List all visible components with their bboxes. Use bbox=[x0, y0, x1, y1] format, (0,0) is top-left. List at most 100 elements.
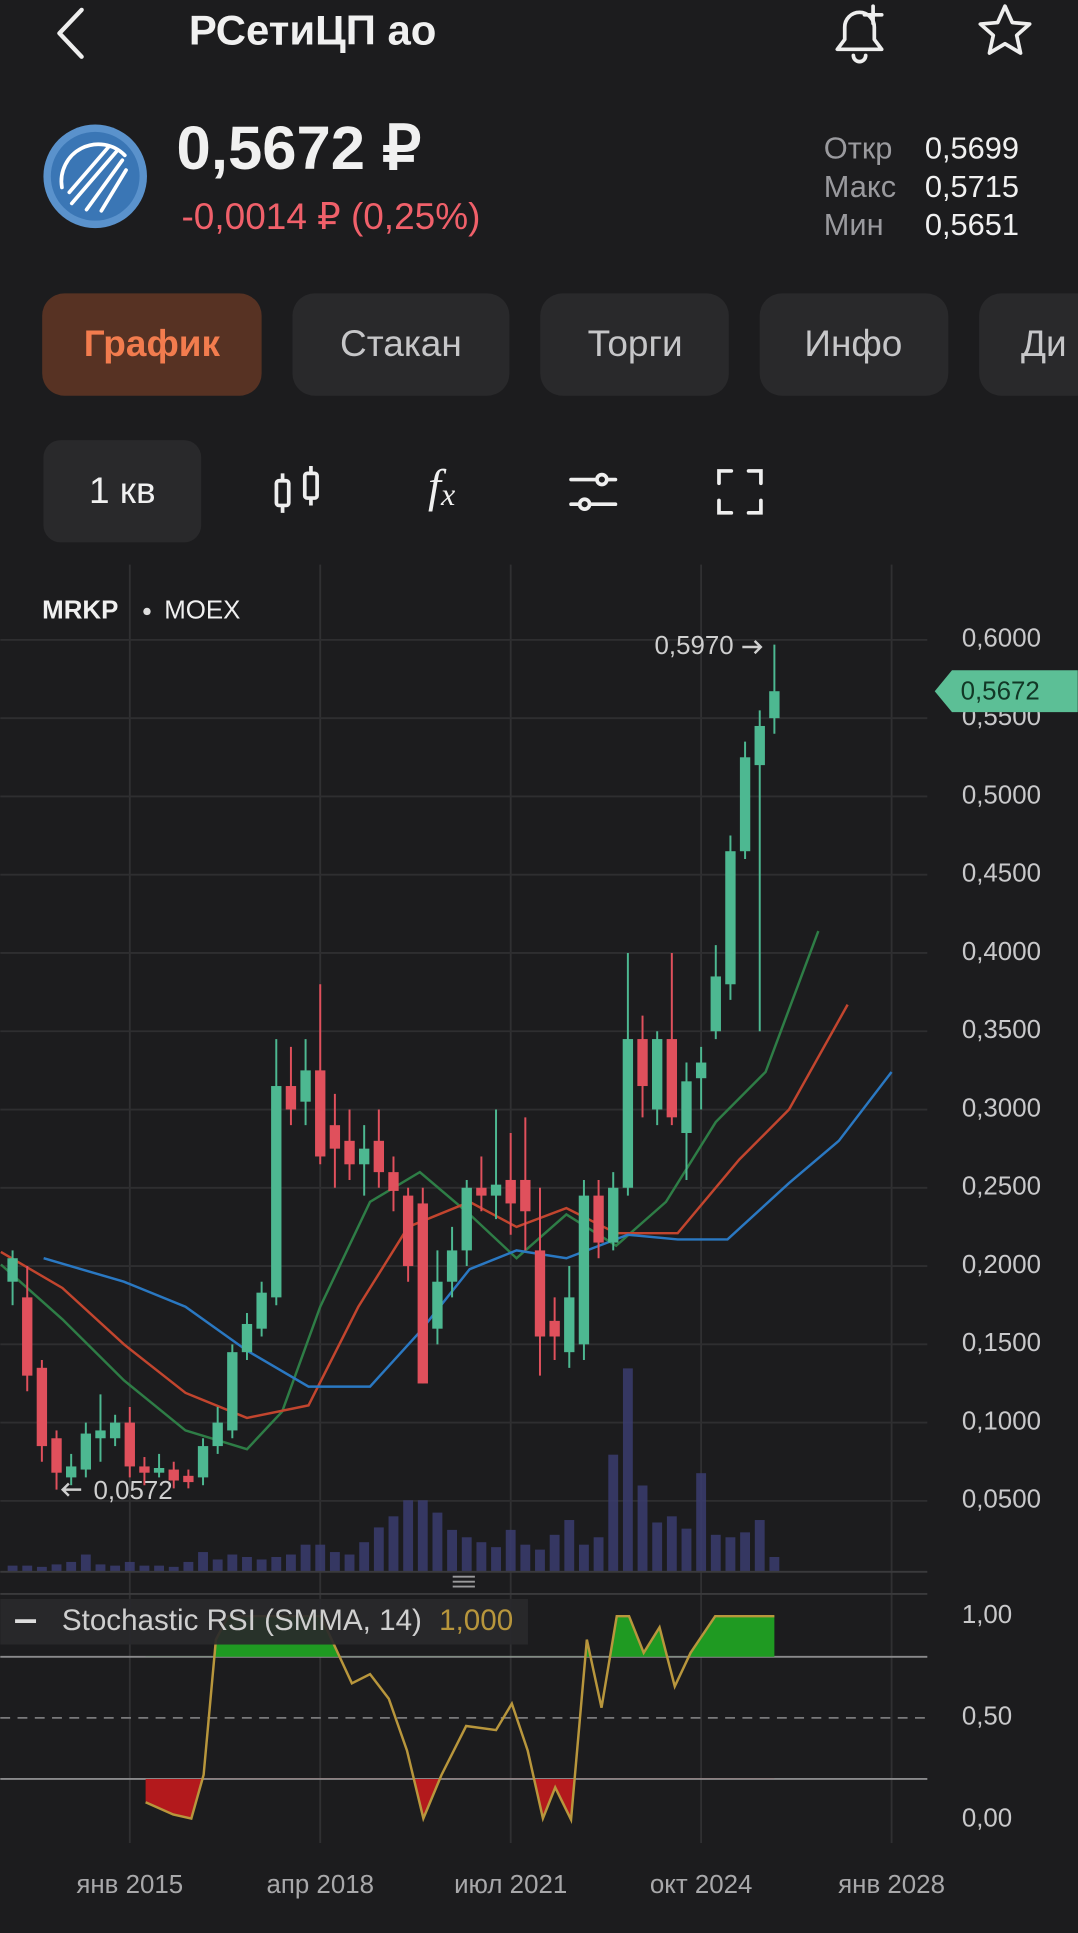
volume-bar bbox=[300, 1544, 311, 1572]
tab-label[interactable]: График bbox=[84, 323, 221, 364]
candle-body bbox=[197, 1446, 209, 1478]
candle-body bbox=[373, 1140, 385, 1173]
resize-handle[interactable] bbox=[452, 1575, 475, 1588]
volume-bar bbox=[505, 1529, 516, 1572]
candle-body bbox=[725, 851, 736, 985]
volume-bar bbox=[696, 1473, 707, 1572]
volume-bar bbox=[95, 1564, 106, 1572]
tab-active[interactable] bbox=[42, 293, 262, 396]
y-tick-label: 0,3000 bbox=[962, 1094, 1041, 1122]
candle-body bbox=[432, 1281, 443, 1329]
logo bbox=[43, 124, 147, 229]
candle-body bbox=[681, 1081, 692, 1133]
stat-label: Мин bbox=[824, 207, 884, 242]
candle-body bbox=[329, 1125, 341, 1149]
candle-body bbox=[710, 976, 721, 1032]
candle-body bbox=[593, 1195, 604, 1243]
volume-bar bbox=[637, 1485, 648, 1572]
favorite-button[interactable] bbox=[978, 4, 1032, 55]
volume-bar bbox=[593, 1537, 604, 1572]
volume-bar bbox=[373, 1527, 384, 1572]
x-tick-label: янв 2015 bbox=[76, 1871, 183, 1899]
volume-bar bbox=[417, 1500, 428, 1572]
volume-bar bbox=[652, 1522, 663, 1572]
candle-body bbox=[446, 1250, 458, 1282]
alert-button[interactable] bbox=[835, 4, 884, 64]
period-button[interactable] bbox=[43, 440, 202, 543]
volume-bar bbox=[725, 1537, 736, 1572]
volume-bar bbox=[7, 1565, 18, 1572]
indicator-header bbox=[0, 1598, 528, 1645]
stat-value: 0,5715 bbox=[925, 169, 1019, 204]
volume-bar bbox=[520, 1544, 531, 1572]
header-title: РСетиЦП ао bbox=[189, 6, 437, 53]
candles bbox=[7, 644, 780, 1490]
tab-label[interactable]: Инфо bbox=[804, 323, 902, 364]
candle-body bbox=[344, 1140, 355, 1165]
volume-bar bbox=[51, 1564, 62, 1572]
back-button[interactable] bbox=[57, 7, 84, 59]
stats: Откр 0,5699 Макс 0,5715 Мин 0,5651 bbox=[824, 131, 1019, 242]
volume-bar bbox=[447, 1529, 458, 1572]
candle-body bbox=[695, 1062, 707, 1079]
candle-body bbox=[505, 1179, 516, 1204]
volume-bar bbox=[461, 1537, 472, 1572]
stat-value: 0,5651 bbox=[925, 207, 1019, 242]
tab-label[interactable]: Стакан bbox=[340, 323, 462, 364]
y-tick-label: 0,2500 bbox=[962, 1173, 1041, 1201]
volume-bar bbox=[227, 1554, 238, 1572]
indicator-title: Stochastic RSI (SMMA, 14) bbox=[62, 1604, 422, 1637]
volume-bar bbox=[388, 1516, 399, 1572]
tab-label[interactable]: Ди bbox=[1021, 323, 1067, 364]
tab[interactable] bbox=[540, 293, 729, 396]
indicator-value: 1,000 bbox=[439, 1604, 513, 1637]
candle-body bbox=[534, 1250, 546, 1337]
volume-bar bbox=[535, 1549, 545, 1572]
moving-average-line bbox=[43, 1071, 893, 1388]
stat-value: 0,5699 bbox=[925, 131, 1019, 166]
volume-bar bbox=[740, 1532, 751, 1572]
candle-body bbox=[578, 1195, 590, 1345]
candle-body bbox=[637, 1039, 648, 1087]
candle-body bbox=[139, 1466, 150, 1473]
volume-bar bbox=[80, 1554, 91, 1572]
x-tick-label: июл 2021 bbox=[454, 1871, 567, 1899]
candle-body bbox=[168, 1469, 179, 1481]
tab[interactable] bbox=[759, 293, 949, 396]
volume-bar bbox=[681, 1528, 692, 1572]
volume-bar bbox=[491, 1547, 501, 1572]
last-price-label: 0,5672 bbox=[961, 677, 1040, 705]
overlays: 0,5970 0,0572 0,5672 bbox=[60, 632, 1078, 1505]
volume-bar bbox=[769, 1557, 780, 1572]
period-label[interactable]: 1 кв bbox=[89, 470, 156, 511]
candle-body bbox=[285, 1086, 297, 1110]
settings-button[interactable] bbox=[569, 472, 618, 511]
fullscreen-button[interactable] bbox=[717, 469, 763, 515]
tab[interactable] bbox=[292, 293, 510, 396]
y-tick-label: 0,1000 bbox=[962, 1407, 1041, 1435]
volume-bar bbox=[549, 1534, 560, 1572]
volume-bar bbox=[608, 1454, 619, 1572]
volume-bar bbox=[168, 1566, 179, 1572]
y-tick-label: 0,50 bbox=[962, 1703, 1012, 1731]
moving-average-line bbox=[0, 930, 820, 1451]
tab[interactable] bbox=[979, 293, 1078, 396]
candle-body bbox=[66, 1466, 77, 1478]
y-tick-label: 1,00 bbox=[962, 1601, 1012, 1629]
tab-label[interactable]: Торги bbox=[588, 323, 683, 364]
candle-body bbox=[417, 1203, 428, 1384]
high-arrow bbox=[742, 639, 763, 655]
candle-body bbox=[402, 1195, 414, 1267]
chart-type-button[interactable] bbox=[274, 465, 319, 513]
candle-body bbox=[549, 1320, 560, 1337]
candle-body bbox=[359, 1148, 370, 1165]
candle-body bbox=[183, 1475, 194, 1483]
candle-body bbox=[769, 691, 780, 719]
candle-body bbox=[476, 1187, 487, 1196]
y-tick-label: 0,2000 bbox=[962, 1251, 1041, 1279]
volume-bar bbox=[666, 1516, 677, 1572]
volume-bar bbox=[403, 1500, 414, 1572]
candle-body bbox=[124, 1422, 135, 1467]
candle-body bbox=[739, 757, 751, 852]
